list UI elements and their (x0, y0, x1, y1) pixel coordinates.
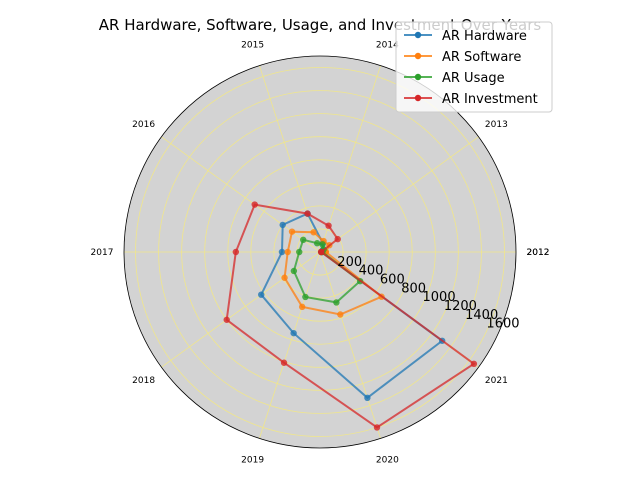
data-point (313, 240, 321, 247)
angular-gridline (259, 251, 321, 439)
data-point (290, 329, 297, 337)
angular-tick-label: 2021 (485, 376, 508, 386)
angular-tick-label: 2017 (91, 248, 114, 258)
data-point (302, 293, 309, 301)
angular-tick-label: 2012 (527, 248, 550, 258)
angular-tick-label: 2014 (376, 41, 399, 51)
data-point (280, 359, 288, 366)
legend-item: AR Software (404, 50, 521, 65)
legend-item: AR Investment (404, 92, 538, 107)
data-point (296, 248, 303, 256)
legend-label: AR Investment (442, 92, 538, 107)
angular-tick-label: 2013 (485, 120, 508, 130)
angular-gridline (319, 251, 381, 439)
data-point (298, 303, 306, 311)
data-point (232, 248, 240, 256)
data-point (304, 210, 311, 217)
legend-swatch-marker (414, 73, 422, 81)
angular-tick-label: 2016 (132, 120, 155, 130)
data-point (278, 248, 286, 256)
radial-tick-label: 1600 (486, 317, 519, 332)
data-point (364, 394, 371, 402)
data-point (288, 228, 296, 235)
angular-tick-label: 2015 (241, 41, 264, 51)
legend-label: AR Usage (442, 71, 505, 86)
angular-tick-label: 2018 (132, 376, 155, 386)
data-point (319, 241, 326, 248)
radial-tick-label: 1000 (423, 290, 456, 305)
legend-box (395, 21, 553, 113)
legend-label: AR Hardware (442, 29, 527, 44)
data-point (310, 229, 317, 236)
plot-area: 2012 2013 2014 2015 2016 2017 2018 2019 2020 2021… (91, 41, 550, 466)
data-point (325, 222, 332, 229)
legend-swatch-marker (414, 52, 422, 60)
data-point (334, 235, 341, 243)
data-point (251, 201, 258, 208)
legend-item: AR Hardware (404, 29, 527, 44)
series-ar-investment (223, 201, 478, 431)
data-point (279, 221, 286, 229)
angular-tick-label: 2012 (527, 248, 550, 258)
angular-gridline (319, 65, 381, 253)
data-point (258, 291, 265, 298)
radial-tick-label: 800 (401, 281, 426, 296)
data-point (284, 248, 291, 256)
angular-gridline (259, 65, 321, 253)
angular-tick-label: 2019 (241, 455, 264, 465)
legend: AR Hardware AR Software AR Usage AR Investm… (395, 21, 553, 113)
legend-item: AR Usage (404, 71, 505, 86)
data-point (373, 424, 381, 431)
data-point (300, 236, 307, 244)
data-point (223, 316, 230, 323)
legend-swatch-marker (414, 31, 422, 39)
radial-tick-label: 200 (337, 255, 362, 270)
legend-label: AR Software (442, 50, 521, 65)
data-point (317, 248, 325, 256)
radial-tick-label: 600 (380, 272, 405, 287)
legend-swatch-marker (414, 94, 422, 102)
data-point (337, 311, 344, 318)
radial-tick-label: 1200 (444, 299, 477, 314)
data-point (470, 360, 478, 368)
angular-tick-label: 2020 (376, 455, 399, 465)
data-point (281, 274, 288, 281)
data-point (290, 267, 298, 275)
radial-tick-label: 1400 (465, 308, 498, 323)
radial-tick-label: 400 (359, 264, 384, 279)
plot-border (123, 55, 517, 449)
data-point (333, 299, 340, 306)
angular-gridline (319, 136, 479, 253)
